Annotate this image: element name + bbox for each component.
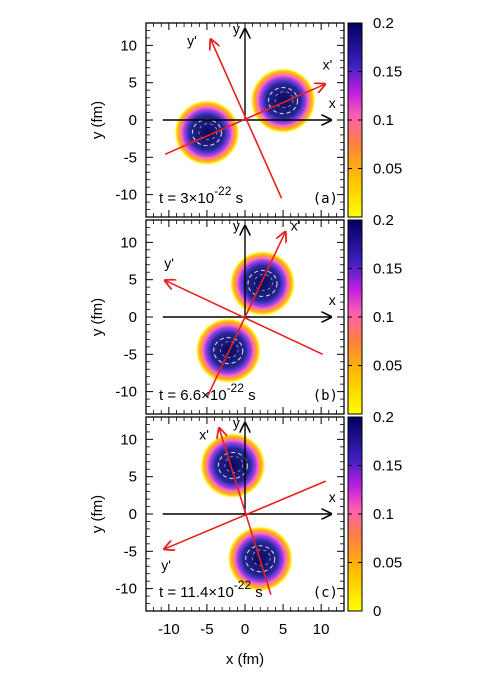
y-tick-label: -10	[115, 581, 137, 598]
y-axis-title: y (fm)	[89, 101, 106, 139]
xprime-direction-label: x'	[323, 56, 333, 72]
y-tick-label: 0	[129, 506, 137, 523]
panel-a: x y x' y' t = 3×10-22 s (a) 10 5 0 -5 -10 y (fm)	[89, 20, 345, 218]
colorbar-tick-label: 0.1	[373, 506, 394, 523]
colorbar-tick-label: 0.2	[373, 212, 394, 229]
y-tick-label: 0	[129, 112, 137, 129]
y-direction-label: y	[233, 20, 240, 36]
xprime-direction-label: x'	[291, 217, 301, 233]
y-tick-label: -5	[124, 543, 137, 560]
colorbar-2: 0.2 0.15 0.1 0.05 0	[347, 409, 402, 620]
xprime-axis-arrow	[219, 428, 272, 595]
colorbar-tick-label: 0.1	[373, 112, 394, 129]
colorbar-tick-label: 0.15	[373, 64, 402, 81]
colorbar-tick-label: 0.2	[373, 409, 394, 426]
fragment-density	[229, 250, 296, 317]
panel-tag: (c)	[313, 585, 338, 601]
yprime-axis-arrow	[211, 39, 283, 199]
time-annotation: t = 3×10-22 s	[159, 184, 243, 207]
x-tick-label: 10	[313, 621, 330, 638]
colorbar-tick-label: 0.2	[373, 15, 394, 32]
time-exponent: -22	[227, 381, 245, 395]
colorbar-1: 0.2 0.15 0.1 0.05	[347, 212, 402, 415]
density-contour	[213, 337, 244, 365]
y-tick-label: 5	[129, 75, 137, 92]
density-contour	[268, 87, 299, 115]
density-contour	[217, 452, 248, 479]
colorbar-tick-label: 0.05	[373, 358, 402, 375]
x-tick-label: -10	[158, 621, 180, 638]
density-contour	[247, 269, 278, 297]
yprime-direction-label: y'	[187, 32, 197, 48]
time-annotation: t = 11.4×10-22 s	[159, 578, 263, 601]
x-axis-title: x (fm)	[226, 651, 264, 668]
x-tick-label: -5	[200, 621, 213, 638]
y-axis-title: y (fm)	[89, 495, 106, 533]
y-tick-label: 5	[129, 469, 137, 486]
colorbar-tick-label: 0.1	[373, 309, 394, 326]
density-layer	[195, 250, 296, 384]
colorbar-0: 0.2 0.15 0.1 0.05	[347, 15, 402, 218]
x-direction-label: x	[329, 489, 336, 505]
yprime-axis-arrow	[165, 280, 324, 356]
time-exponent: -22	[234, 578, 252, 592]
y-tick-label: -5	[124, 149, 137, 166]
colorbar-tick-label: 0.05	[373, 161, 402, 178]
yprime-direction-label: y'	[164, 255, 174, 271]
colorbar-tick-label: 0.15	[373, 261, 402, 278]
colorbar-tick-label: 0.05	[373, 555, 402, 572]
x-tick-label: 0	[241, 621, 249, 638]
fragment-density	[250, 67, 317, 134]
colorbar-tick-label: 0.15	[373, 458, 402, 475]
yprime-direction-label: y'	[161, 557, 171, 573]
y-tick-label: -10	[115, 187, 137, 204]
density-layer	[173, 67, 317, 166]
fragment-density	[195, 317, 262, 384]
y-tick-label: 10	[120, 37, 137, 54]
y-direction-label: y	[233, 217, 240, 233]
time-annotation: t = 6.6×10-22 s	[159, 381, 256, 404]
fragment-density	[173, 99, 240, 166]
panel-tag: (b)	[313, 388, 338, 404]
x-tick-label: 5	[279, 621, 287, 638]
density-contour-inner	[224, 456, 244, 473]
time-exponent: -22	[214, 184, 232, 198]
panel-b: x y x' y' t = 6.6×10-22 s (b) 10 5 0 -5 -10 y (fm)	[89, 217, 345, 415]
time-unit: s	[244, 387, 256, 404]
yprime-axis-arrow	[164, 480, 327, 549]
time-prefix: t = 6.6×10	[159, 387, 227, 404]
colorbars-layer: 0.20.150.10.050.20.150.10.050.20.150.10.…	[347, 15, 402, 620]
x-direction-label: x	[329, 292, 336, 308]
y-direction-label: y	[233, 414, 240, 430]
colorbar-tick-label: 0	[373, 603, 381, 620]
density-contour-inner	[254, 274, 273, 291]
y-tick-label: -5	[124, 346, 137, 363]
time-unit: s	[251, 584, 263, 601]
time-prefix: t = 3×10	[159, 190, 214, 207]
density-contour-inner	[219, 341, 239, 358]
xprime-axis-arrow	[164, 84, 325, 156]
xprime-axis-arrow	[206, 232, 285, 398]
y-tick-label: 10	[120, 234, 137, 251]
time-prefix: t = 11.4×10	[159, 584, 234, 601]
density-contour	[245, 545, 276, 573]
xprime-direction-label: x'	[199, 426, 209, 442]
panel-c: x y x' y' t = 11.4×10-22 s (c) 10 5 0 -5 -10 -10 -5 0…	[89, 414, 345, 638]
panel-tag: (a)	[313, 191, 338, 207]
y-tick-label: -10	[115, 384, 137, 401]
y-tick-label: 5	[129, 272, 137, 289]
y-tick-label: 10	[120, 431, 137, 448]
y-tick-label: 0	[129, 309, 137, 326]
time-unit: s	[231, 190, 243, 207]
x-direction-label: x	[329, 95, 336, 111]
fragment-density	[199, 432, 266, 499]
density-layer	[199, 432, 294, 592]
y-axis-title: y (fm)	[89, 298, 106, 336]
density-contour-inner	[274, 91, 294, 108]
